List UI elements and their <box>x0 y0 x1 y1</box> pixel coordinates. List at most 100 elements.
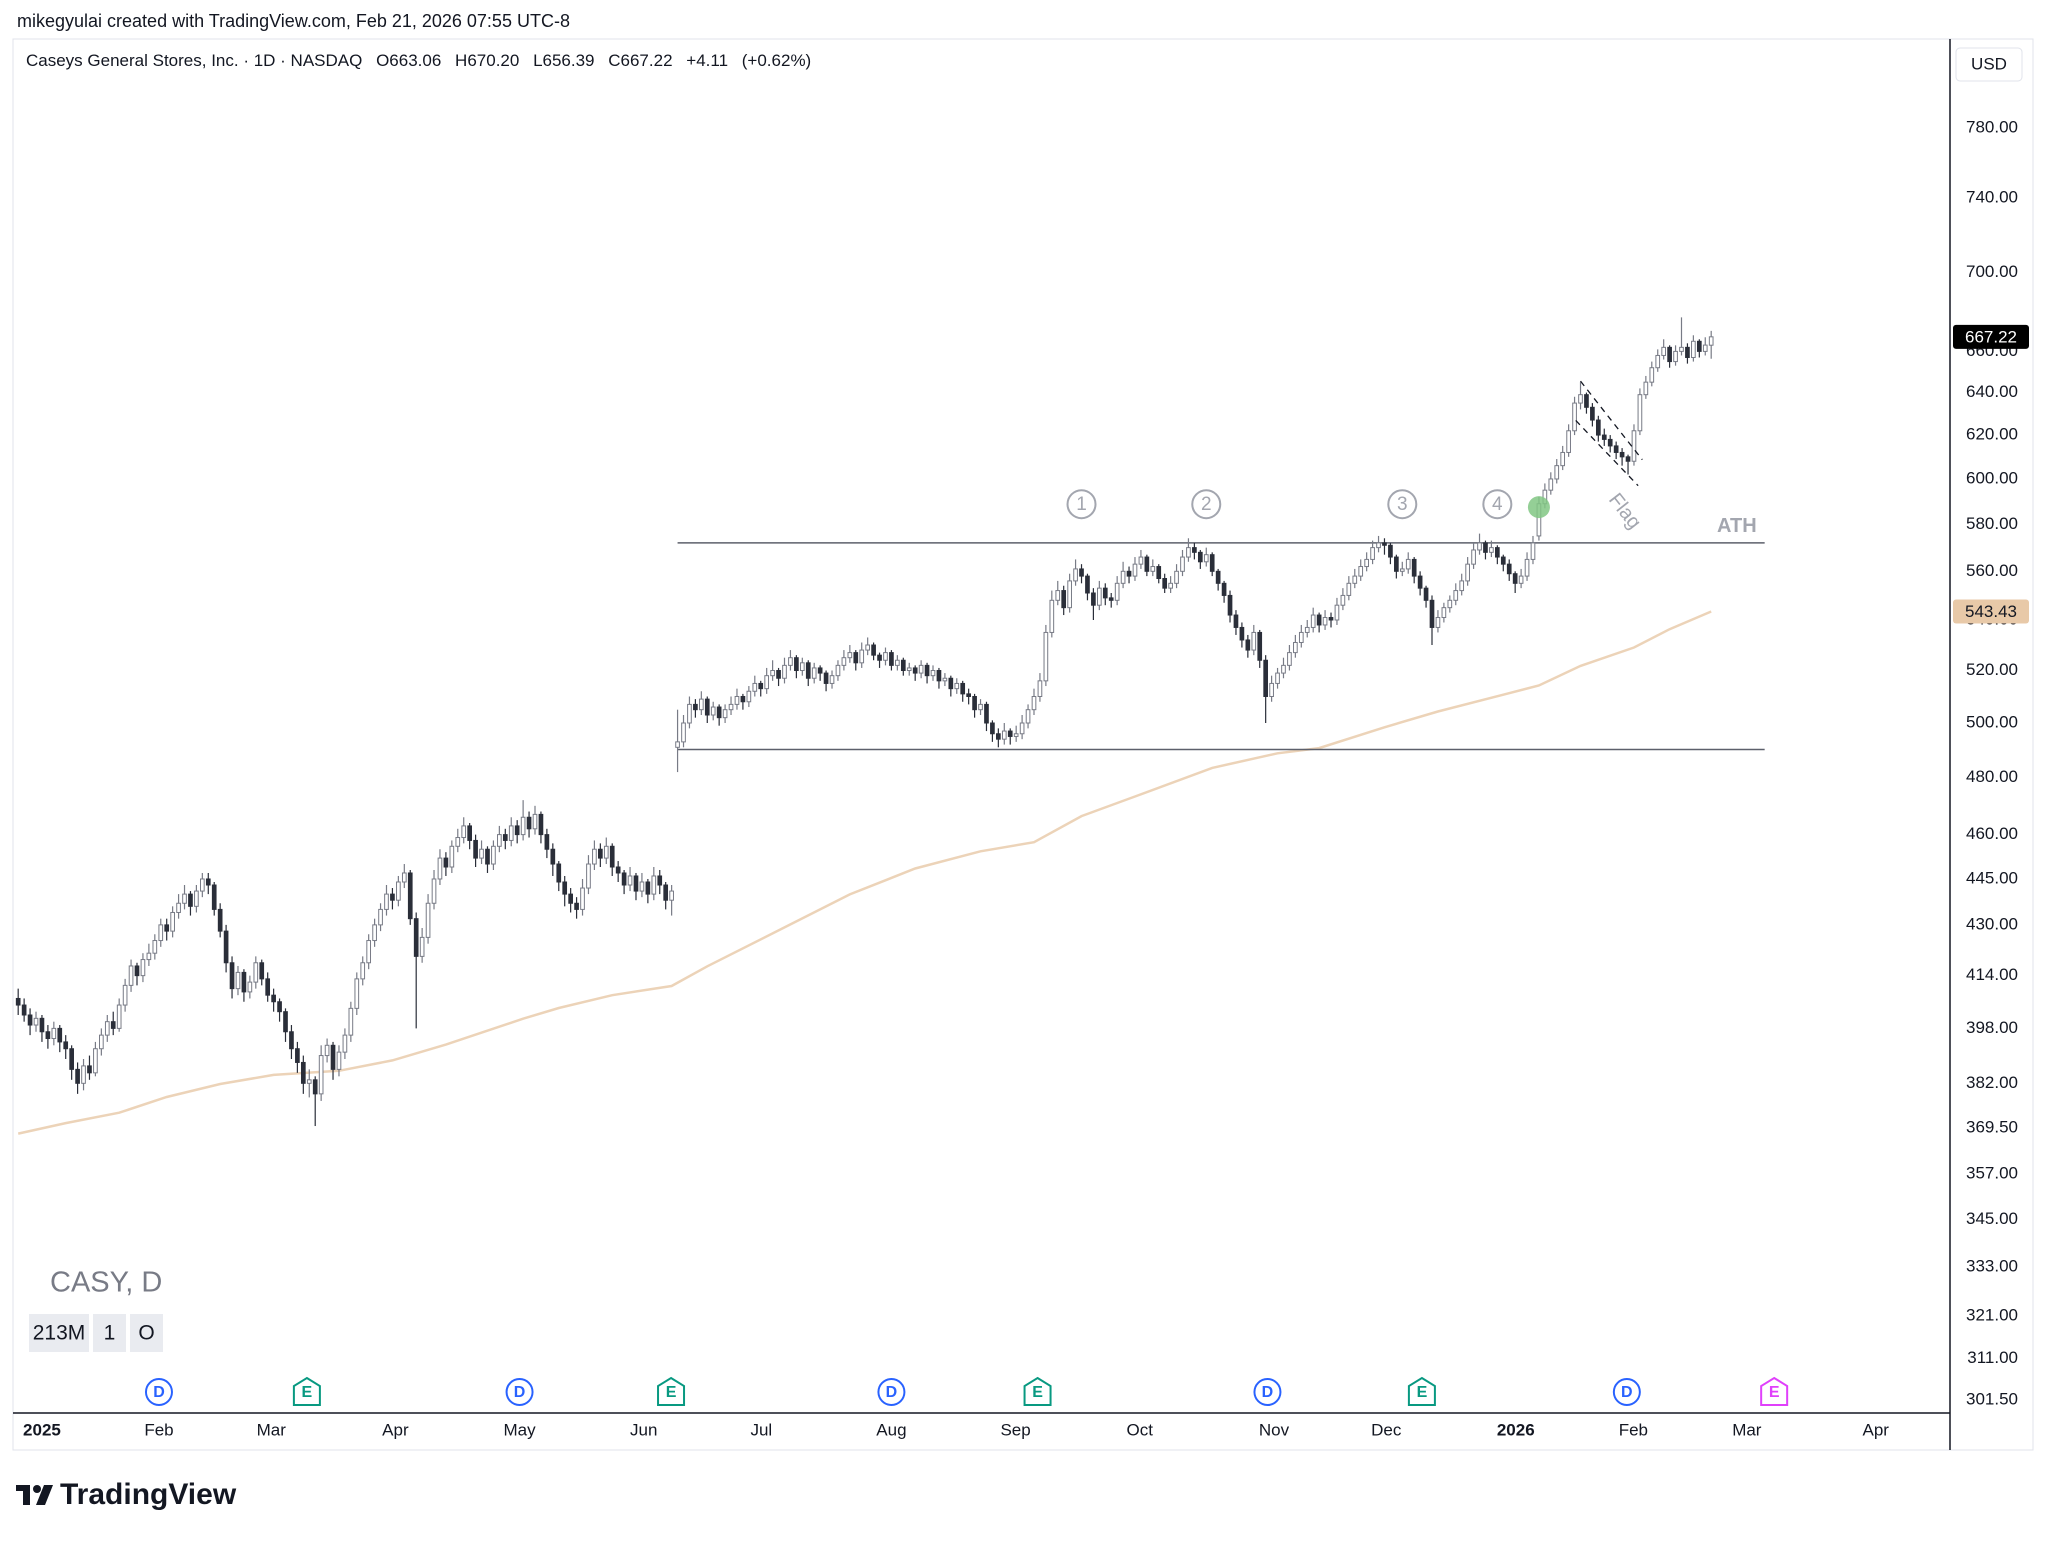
candle-body <box>758 682 764 690</box>
candle-body <box>1156 566 1162 580</box>
candle-body <box>104 1021 110 1036</box>
candle-body <box>1001 730 1007 740</box>
legend-value: +4.11 <box>686 51 729 70</box>
event-badge <box>505 1378 534 1406</box>
candle-body <box>1197 551 1203 563</box>
x-tick-label: Apr <box>1863 1420 1890 1439</box>
marker-circle <box>1387 489 1418 520</box>
candle-body <box>1108 597 1114 601</box>
candle-body <box>1631 430 1637 462</box>
candle-body <box>1643 381 1649 396</box>
y-tick-label: 520.00 <box>1966 660 2018 679</box>
candle-body <box>1423 587 1429 601</box>
legend: Caseys General Stores, Inc. · 1D · NASDA… <box>26 51 820 71</box>
y-tick-label: 640.00 <box>1966 382 2018 401</box>
candle-body <box>366 940 372 964</box>
candle-body <box>324 1044 330 1057</box>
candle-body <box>199 878 205 892</box>
candle-body <box>514 825 520 836</box>
ma-price-box <box>1953 599 2029 624</box>
candle-body <box>960 682 966 695</box>
candle-body <box>621 872 627 886</box>
candle-body <box>508 825 514 841</box>
candle-body <box>413 918 419 957</box>
candle-body <box>1411 558 1417 577</box>
candle-body <box>425 902 431 938</box>
x-tick-label: Oct <box>1127 1420 1154 1439</box>
legend-value: L656.39 <box>533 51 595 70</box>
x-tick-label: 2026 <box>1497 1420 1535 1439</box>
candle-body <box>1316 614 1322 626</box>
candle-body <box>1394 556 1399 572</box>
candle-body <box>615 866 621 874</box>
candle-body <box>235 971 241 990</box>
candle-body <box>140 959 146 977</box>
candle-body <box>1465 563 1470 582</box>
flag-line <box>1579 380 1643 461</box>
candle-body <box>1685 346 1690 358</box>
currency-box[interactable] <box>1955 47 2023 82</box>
candle-body <box>568 893 573 904</box>
candle-body <box>45 1031 51 1040</box>
marker-label: 3 <box>1397 494 1408 515</box>
candle-body <box>811 667 817 679</box>
candle-body <box>1168 582 1173 589</box>
candle-body <box>580 887 585 910</box>
currency: USD <box>1971 54 2007 73</box>
candle-body <box>1138 556 1144 565</box>
candle-body <box>782 664 787 679</box>
candle-body <box>289 1031 294 1050</box>
candle-body <box>1673 350 1678 363</box>
candle-body <box>936 670 942 682</box>
badge-box <box>93 1314 126 1352</box>
badge-label: O <box>138 1322 154 1345</box>
candle-body <box>336 1051 342 1070</box>
candle-body <box>1453 590 1459 601</box>
y-tick-label: 480.00 <box>1966 767 2018 786</box>
y-tick-label: 445.00 <box>1966 868 2018 887</box>
candle-body <box>1489 547 1494 553</box>
candle-body <box>497 834 502 847</box>
candle-body <box>520 816 526 836</box>
flag-label: Flag <box>1604 489 1645 533</box>
marker-circle <box>1482 489 1513 520</box>
candle-body <box>217 908 223 932</box>
candle-body <box>794 657 799 672</box>
x-tick-label: Mar <box>1732 1420 1762 1439</box>
candle-body <box>1269 682 1274 697</box>
candle-body <box>1417 575 1423 589</box>
candle-body <box>128 965 134 986</box>
candle-body <box>639 881 645 892</box>
candle-body <box>1215 570 1221 584</box>
y-tick-label: 600.00 <box>1966 468 2018 487</box>
candle-body <box>360 962 366 980</box>
y-tick-label: 430.00 <box>1966 914 2018 933</box>
candle-body <box>57 1027 63 1043</box>
candle-body <box>693 703 698 711</box>
candle-body <box>728 703 734 711</box>
candle-body <box>1013 733 1019 737</box>
candle-body <box>996 733 1001 740</box>
candle-body <box>1186 547 1191 558</box>
event-label: E <box>1417 1384 1428 1401</box>
candle-body <box>1495 547 1500 558</box>
candle-body <box>69 1048 74 1070</box>
candle-body <box>1601 434 1607 440</box>
candle-body <box>1382 542 1387 546</box>
candle-body <box>247 981 253 993</box>
legend-value: (+0.62%) <box>741 51 812 70</box>
candle-body <box>188 893 193 907</box>
logo-shape <box>36 1485 53 1505</box>
candle-body <box>1370 547 1375 560</box>
candle-body <box>1625 456 1631 462</box>
candle-body <box>1275 672 1280 684</box>
candle-body <box>687 703 692 724</box>
candle-body <box>1061 590 1067 609</box>
logo-shape <box>23 1485 30 1505</box>
candle-body <box>467 825 472 841</box>
event-badge <box>657 1376 686 1406</box>
marker-circle <box>1191 489 1222 520</box>
ma-price-label: 543.43 <box>1965 602 2017 621</box>
y-tick-label: 740.00 <box>1966 188 2018 207</box>
